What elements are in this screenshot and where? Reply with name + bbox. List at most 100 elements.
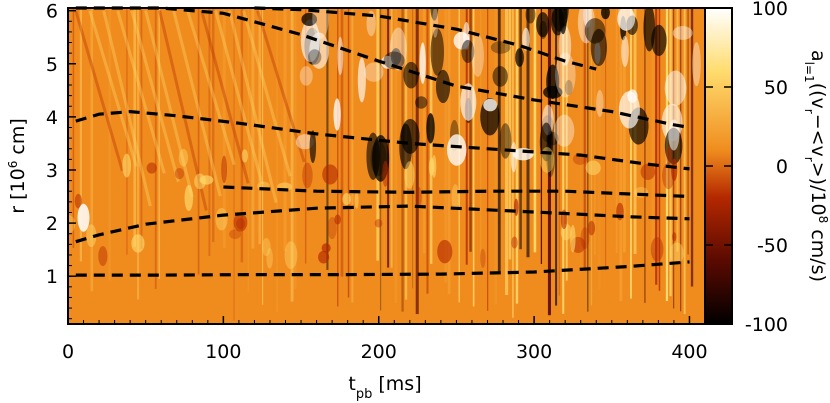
heatmap-blob: [461, 39, 475, 63]
heatmap-blob: [86, 224, 97, 248]
heatmap-streak: [605, 8, 607, 271]
x-axis-ticks: 0 100 200 300 400: [62, 316, 708, 363]
heatmap-streak: [683, 8, 686, 315]
heatmap-blob: [131, 234, 145, 253]
heatmap-streak: [444, 8, 448, 283]
heatmap-streak: [465, 8, 468, 265]
dashed-contour-5: [75, 6, 690, 130]
heatmap-blob: [618, 91, 640, 129]
heatmap-striation: [214, 10, 264, 185]
x-tick-label: 400: [671, 341, 707, 363]
heatmap-streak: [469, 8, 472, 252]
x-tick-label: 0: [62, 341, 74, 363]
heatmap-streak: [387, 8, 390, 268]
heatmap-blob: [404, 161, 415, 189]
heatmap-blob: [559, 8, 568, 35]
heatmap-streak: [262, 8, 264, 305]
heatmap-blob: [590, 28, 607, 67]
heatmap-blob: [492, 66, 508, 87]
heatmap-streak: [494, 8, 497, 305]
heatmap-streak: [547, 8, 551, 316]
heatmap-blob: [564, 80, 573, 96]
heatmap-streak: [290, 8, 294, 302]
heatmap-blob: [221, 155, 228, 184]
heatmap-blob: [540, 146, 555, 173]
heatmap-streak: [347, 8, 350, 298]
heatmap-blob: [354, 191, 359, 209]
heatmap-blob: [381, 55, 395, 69]
heatmap-streak: [294, 8, 297, 290]
heatmap-blob: [554, 114, 575, 147]
heatmap-blob: [266, 248, 273, 269]
heatmap-blob: [382, 160, 389, 187]
heatmap-blob: [390, 48, 402, 66]
heatmap-streak: [580, 8, 582, 274]
heatmap-blob: [302, 162, 313, 189]
heatmap-streak: [426, 8, 429, 294]
heatmap-blobs: [68, 8, 701, 270]
colorbar-tick-label: -50: [757, 235, 788, 257]
heatmap-striation: [186, 10, 236, 166]
heatmap-blob: [419, 42, 426, 85]
heatmap-streak: [351, 8, 354, 303]
heatmap-blob: [374, 218, 383, 228]
heatmap-blob: [522, 27, 530, 51]
heatmap-blob: [617, 8, 636, 31]
heatmap-blob: [499, 123, 512, 159]
heatmap-blob: [664, 70, 687, 106]
heatmap-blob: [415, 96, 428, 109]
heatmap-striation: [88, 10, 138, 167]
heatmap-streak: [687, 8, 689, 255]
heatmap-blob: [435, 69, 451, 104]
heatmap-blob: [334, 214, 341, 225]
heatmap-blob: [415, 186, 422, 208]
colorbar-label: al=1((vr−<vr>)/108 cm/s): [802, 50, 830, 282]
heatmap-streak: [251, 8, 255, 249]
heatmap-blob: [327, 217, 337, 240]
heatmap-streak: [390, 8, 393, 268]
heatmap-blob: [515, 48, 524, 67]
heatmap-blob: [174, 167, 185, 180]
heatmap-streak: [597, 8, 601, 290]
heatmap-blob: [587, 220, 596, 236]
colorbar-tick-label: 100: [752, 0, 788, 20]
heatmap-blob: [312, 8, 329, 40]
heatmap-blob: [68, 215, 76, 233]
heatmap-streak: [651, 8, 655, 254]
heatmap-blob: [480, 248, 486, 268]
x-tick-label: 100: [205, 341, 241, 363]
heatmap-blob: [333, 98, 341, 131]
heatmap-blob: [513, 198, 519, 216]
heatmap-blob: [666, 146, 672, 167]
heatmap-blob: [426, 113, 435, 144]
heatmap-streak: [283, 8, 287, 251]
heatmap-streak: [555, 8, 558, 306]
heatmap-striation: [74, 10, 124, 172]
dashed-contour-2: [75, 204, 690, 244]
heatmap-streak: [240, 8, 244, 263]
heatmap-blob: [431, 154, 437, 178]
heatmap-blob: [621, 35, 629, 68]
y-tick-label: 2: [46, 213, 58, 235]
heatmap-striation: [228, 10, 278, 203]
x-tick-label: 300: [516, 341, 552, 363]
heatmap-blob: [366, 132, 380, 180]
heatmap-blob: [299, 66, 313, 86]
heatmap-streak: [497, 8, 501, 272]
heatmap-streak: [630, 8, 632, 299]
heatmap-blob: [284, 241, 298, 270]
heatmap-striation: [200, 10, 250, 184]
heatmap-blob: [601, 8, 610, 20]
heatmap-blob: [570, 224, 576, 253]
heatmap-blob: [366, 10, 376, 37]
heatmap-blob: [671, 158, 678, 182]
heatmap-streak: [79, 8, 83, 262]
heatmap-streak: [558, 8, 561, 296]
heatmap-streak: [126, 8, 128, 255]
heatmap-blob: [651, 24, 667, 57]
heatmap-blob: [98, 246, 108, 266]
heatmap-streak: [583, 8, 586, 270]
heatmap-streak: [376, 8, 379, 261]
heatmap-streak: [533, 8, 537, 253]
